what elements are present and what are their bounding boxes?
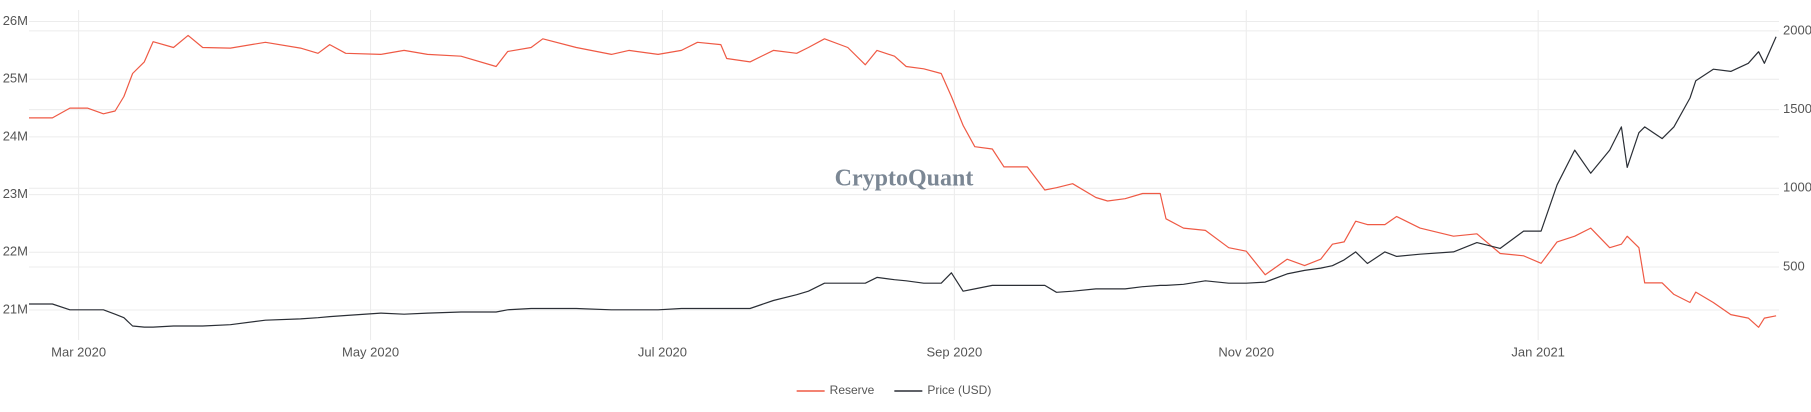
x-tick-label: Jan 2021 — [1511, 344, 1565, 359]
x-tick-label: Mar 2020 — [51, 344, 106, 359]
y-tick-label: 25M — [3, 71, 28, 86]
legend-item: Reserve — [796, 383, 875, 397]
y-tick-label: 24M — [3, 128, 28, 143]
series-line — [29, 34, 1777, 328]
x-tick-label: Sep 2020 — [927, 344, 983, 359]
x-tick-label: Jul 2020 — [638, 344, 687, 359]
plot — [29, 34, 1777, 328]
watermark: CryptoQuant — [835, 166, 974, 192]
legend-label: Reserve — [830, 383, 875, 397]
y2-tick-label: 1000 — [1783, 180, 1811, 195]
y-tick-label: 21M — [3, 301, 28, 316]
legend-label: Price (USD) — [927, 383, 991, 397]
x-tick-label: Nov 2020 — [1218, 344, 1274, 359]
y-tick-label: 23M — [3, 186, 28, 201]
y2-tick-label: 500 — [1783, 258, 1805, 273]
y2-tick-label: 1500 — [1783, 101, 1811, 116]
legend-item: Price (USD) — [894, 383, 991, 397]
y-tick-label: 26M — [3, 13, 28, 28]
legend: Reserve Price (USD) — [796, 383, 991, 397]
series-line — [29, 36, 1777, 328]
x-tick-label: May 2020 — [342, 344, 399, 359]
grid: Mar 2020 May 2020 Jul 2020 Sep 2020 Nov 2020… — [3, 10, 1811, 359]
y-tick-label: 22M — [3, 244, 28, 259]
y2-tick-label: 2000 — [1783, 22, 1811, 37]
